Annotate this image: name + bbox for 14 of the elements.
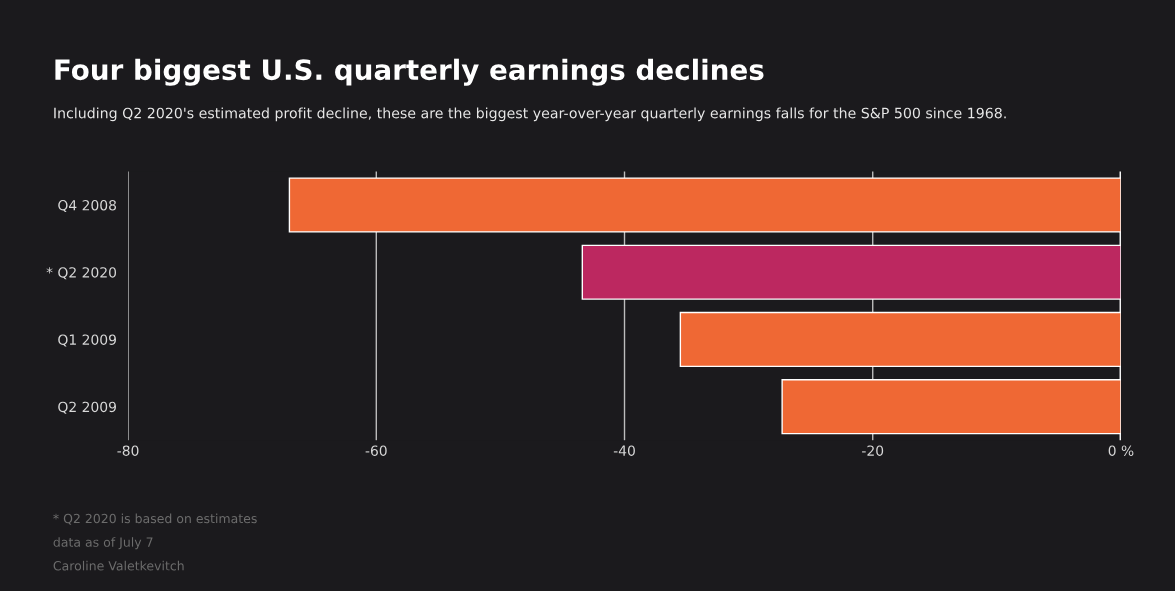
x-tick-label: -80 (117, 445, 139, 456)
y-tick-label: Q1 2009 (58, 334, 116, 347)
y-tick-label: Q2 2009 (58, 401, 116, 414)
chart-title: Four biggest U.S. quarterly earnings declines (55, 58, 764, 86)
x-tick-label: -20 (862, 445, 884, 456)
x-tick-label: -60 (365, 445, 387, 456)
text: data as of July 7 (53, 537, 153, 550)
chart-subtitle: Including Q2 2020's estimated profit decline, these are the biggest year-over-year quarterly earnings falls for the S&P 500 since 1968. (54, 107, 1006, 122)
y-tick-label: * Q2 2020 (46, 267, 117, 280)
y-tick-label: Q4 2008 (58, 199, 117, 213)
x-tick-label: 0 % (1108, 445, 1134, 456)
text: Caroline Valetkevitch (53, 560, 184, 571)
x-tick-label: -40 (613, 445, 635, 456)
text: * Q2 2020 is based on estimates (53, 513, 257, 525)
